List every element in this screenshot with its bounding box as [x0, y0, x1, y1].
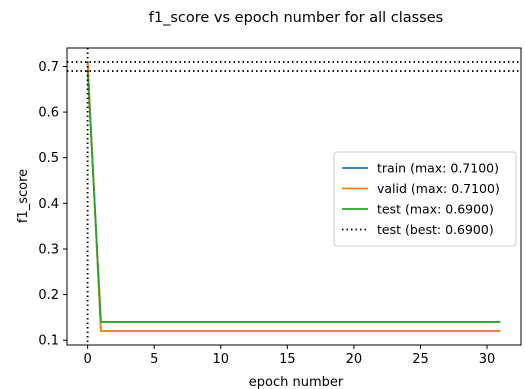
y-tick-label: 0.4 — [38, 197, 59, 212]
legend-label: test (best: 0.6900) — [377, 222, 494, 237]
legend-label: valid (max: 0.7100) — [377, 181, 500, 196]
legend: train (max: 0.7100) valid (max: 0.7100) te… — [333, 151, 517, 247]
y-tick-label: 0.7 — [38, 60, 59, 75]
legend-box — [333, 151, 517, 247]
y-tick-label: 0.6 — [38, 106, 59, 121]
x-axis-label: epoch number — [249, 375, 344, 389]
reference-lines — [67, 48, 521, 345]
x-tick-label: 30 — [479, 352, 496, 367]
chart-title: f1_score vs epoch number for all classes — [149, 10, 443, 26]
y-tick-label: 0.1 — [38, 334, 59, 349]
legend-label: test (max: 0.6900) — [377, 202, 494, 217]
x-tick-label: 5 — [150, 352, 158, 367]
y-tick-label: 0.2 — [38, 288, 59, 303]
x-axis-ticks: 0 5 10 15 20 25 30 — [83, 345, 495, 367]
y-axis-label: f1_score — [16, 169, 31, 223]
x-tick-label: 20 — [346, 352, 363, 367]
axes-frame — [66, 47, 522, 346]
series-line-1 — [86, 61, 501, 332]
x-tick-label: 10 — [213, 352, 230, 367]
x-tick-label: 15 — [279, 352, 296, 367]
series-layer — [86, 61, 501, 332]
plot-area — [66, 47, 522, 346]
y-tick-label: 0.3 — [38, 242, 59, 257]
legend-label: train (max: 0.7100) — [377, 161, 499, 176]
x-tick-label: 0 — [83, 352, 91, 367]
y-tick-label: 0.5 — [38, 151, 59, 166]
x-tick-label: 25 — [412, 352, 429, 367]
series-line-2 — [86, 70, 501, 323]
y-axis-ticks: 0.1 0.2 0.3 0.4 0.5 0.6 0.7 — [38, 60, 67, 349]
